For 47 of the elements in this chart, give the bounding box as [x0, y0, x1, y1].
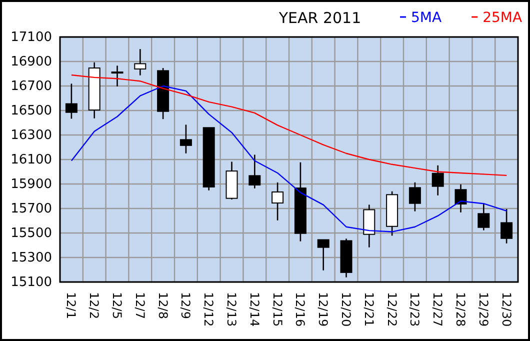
candlestick	[408, 182, 421, 212]
x-tick-label: 12/14	[247, 292, 262, 327]
candlestick	[317, 239, 330, 272]
x-tick-label: 12/9	[178, 292, 193, 319]
candlestick	[180, 124, 192, 154]
x-tick-label: 12/16	[293, 292, 308, 327]
y-tick-label: 15500	[10, 226, 52, 242]
chart-title: YEAR 2011	[278, 9, 362, 27]
candlestick	[454, 184, 467, 214]
x-tick-label: 12/28	[454, 292, 468, 327]
candlestick	[478, 203, 490, 231]
x-tick-label: 12/22	[384, 292, 399, 327]
y-tick-label: 16500	[10, 104, 52, 119]
y-tick-label: 15900	[10, 177, 52, 192]
x-tick-label: 12/2	[87, 292, 102, 319]
x-tick-label: 12/21	[362, 292, 376, 327]
x-tick-label: 12/7	[132, 292, 147, 319]
x-tick-label: 12/29	[476, 292, 490, 327]
x-tick-label: 12/27	[430, 292, 445, 327]
x-tick-label: 12/1	[64, 292, 78, 319]
x-tick-label: 12/15	[270, 292, 284, 327]
candlestick	[272, 182, 284, 222]
candlestick	[248, 154, 261, 190]
x-tick-label: 12/19	[316, 292, 330, 327]
x-tick-label: 12/20	[339, 292, 354, 327]
y-tick-label: 16100	[10, 152, 52, 168]
candlestick	[134, 48, 146, 76]
x-tick-label: 12/8	[156, 292, 170, 319]
candlestick	[65, 83, 78, 120]
candlestick	[111, 65, 124, 88]
y-tick-label: 16700	[10, 79, 52, 94]
line-series	[70, 85, 508, 232]
y-tick-label: 15700	[10, 202, 52, 217]
y-tick-label: 17100	[10, 30, 52, 46]
x-tick-label: 12/5	[110, 292, 124, 319]
y-tick-label: 16900	[10, 54, 52, 70]
legend-label: 25MA	[482, 10, 522, 26]
legend-label: 5MA	[411, 10, 442, 26]
x-tick-label: 12/12	[202, 292, 216, 327]
x-tick-label: 12/23	[408, 292, 422, 327]
candlestick	[432, 164, 444, 196]
x-tick-label: 12/13	[224, 292, 239, 327]
y-tick-label: 15300	[10, 250, 52, 266]
y-tick-label: 16300	[10, 128, 52, 144]
candlestick	[500, 208, 513, 244]
y-tick-label: 15100	[10, 275, 52, 290]
x-tick-label: 12/30	[499, 292, 514, 327]
